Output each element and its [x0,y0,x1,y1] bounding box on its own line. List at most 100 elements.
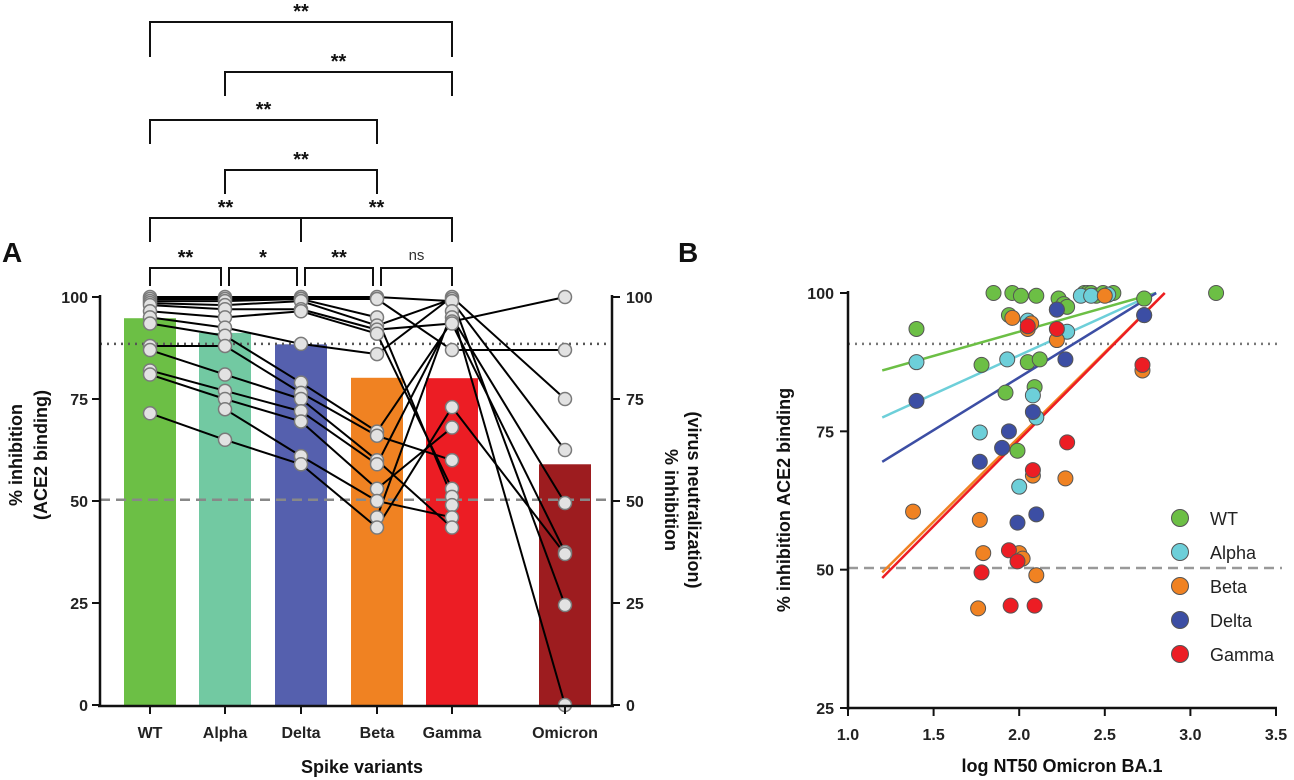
scatter-point-beta [1096,287,1113,304]
data-point-beta [369,326,385,341]
legend-label-beta: Beta [1210,577,1248,597]
data-point-gamma [444,342,460,358]
data-point-gamma [444,316,460,331]
significance-label: ** [256,99,272,121]
x-tick-label-beta: Beta [360,725,395,742]
scatter-point-gamma [973,564,990,581]
pair-line [149,310,226,319]
significance-label: ** [369,197,385,219]
data-point-alpha [217,432,233,448]
panel-b-chart: 25 50 75 100 1.0 1.5 2.0 2.5 3.0 3.5 WT Alpha Beta D… [774,285,1287,776]
data-point-wt [142,406,158,421]
pair-line [451,316,566,504]
pair-line [300,392,378,437]
pair-line [224,300,302,307]
scatter-point-delta [1000,423,1017,440]
significance-bracket [380,267,453,286]
pair-line [300,310,378,335]
data-point-wt [142,316,158,331]
pair-line [224,373,302,400]
scatter-point-beta [905,503,922,520]
legend-label-delta: Delta [1210,611,1253,631]
x-tick-label-alpha: Alpha [203,725,248,742]
significance-label: ** [293,149,309,171]
y-tick-label: 50 [816,563,834,580]
pair-line [376,317,453,498]
scatter-point-alpha [1011,478,1028,495]
pair-line [224,438,302,466]
significance-bracket [149,21,453,57]
scatter-point-beta [970,600,987,617]
scatter-point-gamma [1026,597,1043,614]
pair-line [224,326,302,345]
scatter-point-gamma [1000,542,1017,559]
pair-line [149,316,226,329]
y-tick-label-right: 25 [626,596,644,613]
significance-label: ** [331,247,347,269]
pair-line [224,310,302,319]
data-point-gamma [444,520,460,535]
pair-line [451,296,566,323]
pair-line [224,298,302,303]
data-point-wt [142,342,158,358]
pair-line [300,410,378,466]
x-tick-label: 2.0 [1008,727,1030,744]
legend-label-alpha: Alpha [1210,543,1257,563]
data-point-omicron [557,495,573,511]
x-tick-label: 1.0 [837,727,859,744]
scatter-point-delta [971,453,988,470]
pair-line [451,296,566,400]
significance-label: ** [178,247,194,269]
x-tick-label: 3.0 [1179,727,1201,744]
scatter-point-delta [994,439,1011,456]
scatter-point-alpha [1024,387,1041,404]
data-point-delta [293,391,309,407]
significance-bracket [224,169,378,194]
pair-line [376,406,453,529]
pair-line [300,381,378,433]
significance-label: ** [218,197,234,219]
significance-label: * [259,247,267,269]
pair-line [149,304,226,311]
data-point-beta [369,291,385,307]
significance-label: ** [331,51,347,73]
x-tick-label-gamma: Gamma [423,725,482,742]
scatter-point-alpha [1083,287,1100,304]
data-point-gamma [444,399,460,415]
data-point-beta [369,457,385,472]
data-point-omicron [557,342,573,358]
pair-line [224,334,302,384]
scatter-point-wt [973,356,990,373]
pair-line [376,500,453,519]
scatter-point-beta [975,545,992,562]
pair-line [300,342,378,356]
pair-line [376,310,453,518]
scatter-point-gamma [1134,356,1151,373]
data-point-alpha [217,401,233,417]
legend-marker-gamma [1171,645,1189,663]
y-tick-label-right: 75 [626,392,644,409]
data-point-omicron [557,391,573,407]
y-tick-label-left: 0 [79,698,88,715]
panel-a-right-axis-title-line2: (virus neutralization) [684,411,704,588]
scatter-point-alpha [999,351,1016,368]
y-tick-label: 25 [816,701,834,718]
data-point-omicron [557,442,573,458]
pair-line [300,300,378,327]
scatter-point-wt [985,285,1002,301]
pair-line [376,459,453,529]
significance-bracket [304,267,374,286]
data-point-alpha [217,367,233,382]
scatter-point-beta [1057,470,1074,487]
panel-a-right-axis-title-line1: % inhibition [661,449,681,551]
scatter-point-wt [997,384,1014,401]
x-tick-label-omicron: Omicron [532,725,598,742]
scatter-point-wt [1009,442,1026,459]
legend-label-gamma: Gamma [1210,645,1275,665]
scatter-point-beta [1028,567,1045,584]
data-point-wt [142,367,158,382]
x-tick-label: 1.5 [922,727,944,744]
y-tick-label-right: 100 [626,290,653,307]
y-tick-label-right: 50 [626,494,644,511]
data-point-delta [293,457,309,472]
